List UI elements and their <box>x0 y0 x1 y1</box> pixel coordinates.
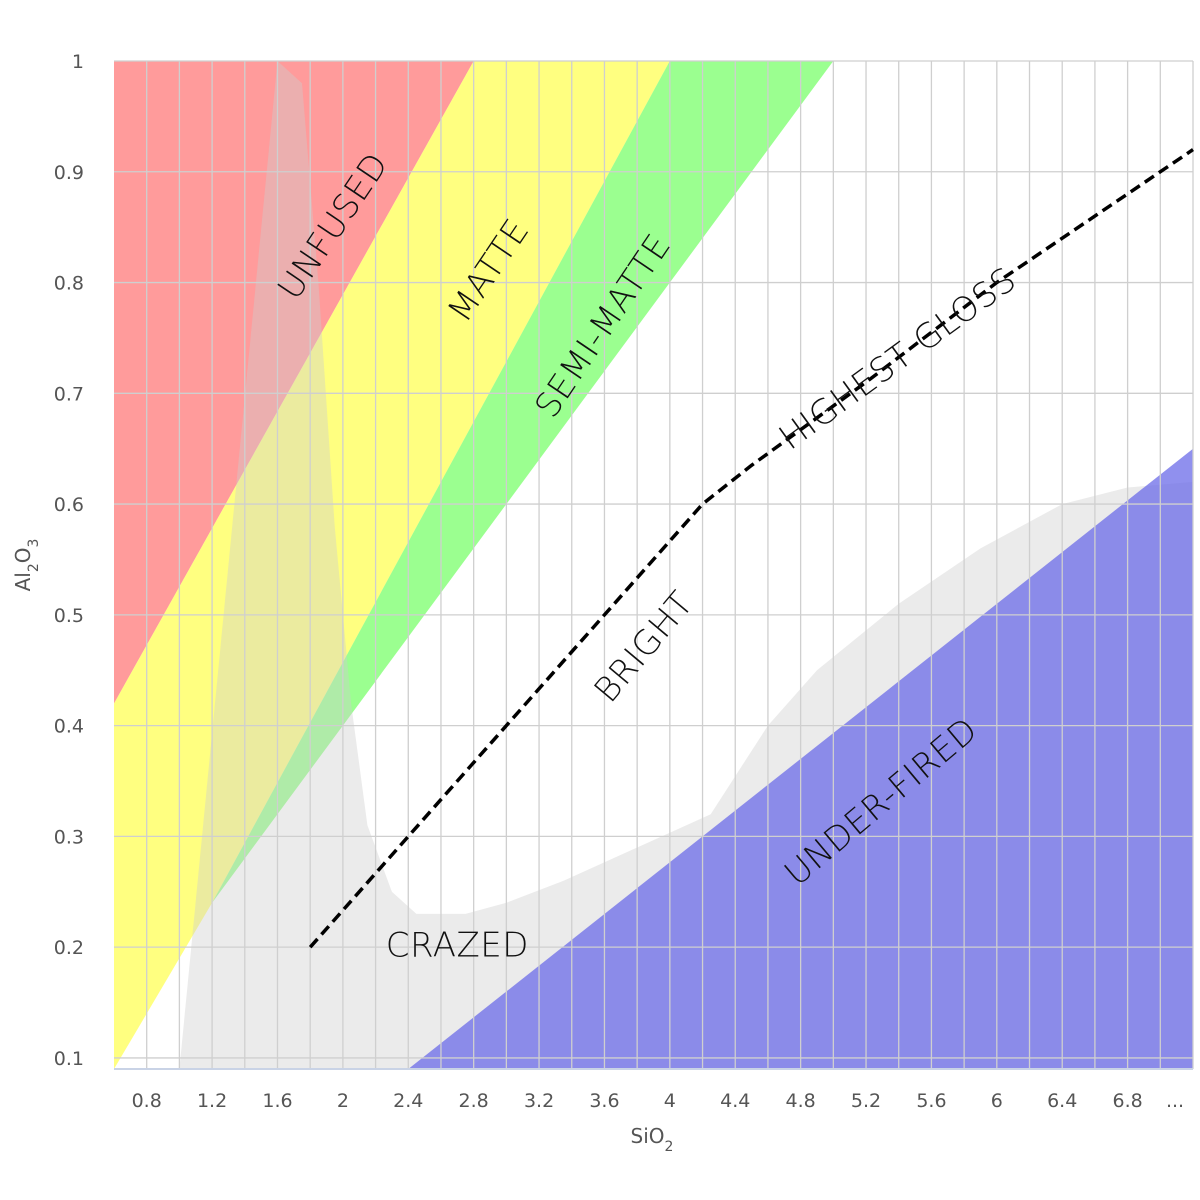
x-tick-label: 1.6 <box>262 1090 292 1112</box>
x-tick-label: 0.8 <box>132 1090 162 1112</box>
x-tick-label: 5.6 <box>916 1090 946 1112</box>
grid-layer <box>114 60 1194 1069</box>
x-tick-label: 2 <box>337 1090 349 1112</box>
x-tick-label: 2.4 <box>393 1090 423 1112</box>
x-axis-title: SiO2 <box>631 1124 674 1155</box>
annotation-highest-gloss: HIGHEST GLOSS <box>772 260 1024 459</box>
regions-layer <box>114 61 1193 1069</box>
x-tick-label: 6 <box>991 1090 1003 1112</box>
x-tick-label: ... <box>1166 1090 1184 1112</box>
x-tick-label: 4.4 <box>720 1090 750 1112</box>
x-tick-label: 6.4 <box>1047 1090 1077 1112</box>
axes-layer: 0.8 1.2 1.6 2 2.4 2.8 3.2 3.6 4 4.4 4.8 5.2 5.6 6 6.4 6… <box>54 51 1193 1112</box>
x-tick-label: 6.8 <box>1112 1090 1142 1112</box>
y-tick-label: 0.5 <box>54 605 84 627</box>
y-tick-label: 0.1 <box>54 1048 84 1070</box>
y-tick-label: 0.6 <box>54 494 84 516</box>
y-tick-label: 0.8 <box>54 273 84 295</box>
x-tick-label: 5.2 <box>851 1090 881 1112</box>
series-line-0 <box>308 148 1194 949</box>
region-matte <box>114 61 670 1069</box>
y-tick-label: 0.2 <box>54 937 84 959</box>
x-tick-label: 4 <box>664 1090 676 1112</box>
y-tick-label: 0.4 <box>54 716 84 738</box>
region-label-crazed: CRAZED <box>386 926 529 966</box>
region-semi-matte <box>212 61 834 903</box>
x-tick-label: 3.6 <box>589 1090 619 1112</box>
x-tick-label: 1.2 <box>197 1090 227 1112</box>
x-tick-label: 3.2 <box>524 1090 554 1112</box>
series-layer <box>308 148 1194 949</box>
y-tick-label: 0.3 <box>54 826 84 848</box>
y-axis-title: Al2O3 <box>11 539 42 592</box>
y-tick-label: 0.9 <box>54 162 84 184</box>
y-tick-label: 0.7 <box>54 383 84 405</box>
y-tick-label: 1 <box>72 51 84 73</box>
x-tick-label: 2.8 <box>459 1090 489 1112</box>
x-tick-label: 4.8 <box>786 1090 816 1112</box>
